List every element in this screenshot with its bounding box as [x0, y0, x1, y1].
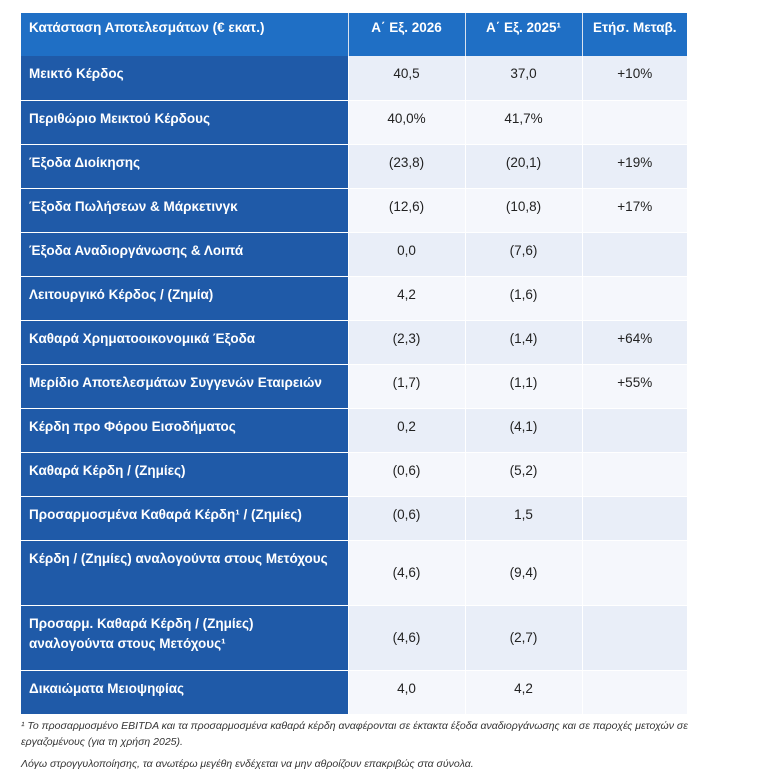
row-label: Καθαρά Χρηματοοικονομικά Έξοδα	[21, 320, 348, 365]
footnote-adjusted-definitions: ¹ Το προσαρμοσμένο EBITDA και τα προσαρμ…	[21, 720, 688, 748]
value-h1-2025: 1,5	[464, 496, 582, 541]
footnote-rounding: Λόγω στρογγυλοποίησης, τα ανωτέρω μεγέθη…	[21, 758, 474, 770]
row-label: Κέρδη προ Φόρου Εισοδήματος	[21, 408, 348, 453]
table-row: Προσαρμοσμένα Καθαρά Κέρδη¹ / (Ζημίες) (…	[21, 496, 687, 541]
value-h1-2026: (4,6)	[347, 605, 465, 671]
header-h1-2026: Α΄ Εξ. 2026	[347, 13, 465, 56]
row-label: Λειτουργικό Κέρδος / (Ζημία)	[21, 276, 348, 321]
row-label: Έξοδα Αναδιοργάνωσης & Λοιπά	[21, 232, 348, 277]
value-yoy-change	[581, 540, 687, 606]
income-statement-table: Κατάσταση Αποτελεσμάτων (€ εκατ.) Α΄ Εξ.…	[21, 13, 687, 715]
value-yoy-change	[581, 670, 687, 715]
value-h1-2025: (9,4)	[464, 540, 582, 606]
row-label: Καθαρά Κέρδη / (Ζημίες)	[21, 452, 348, 497]
row-label: Περιθώριο Μεικτού Κέρδους	[21, 100, 348, 145]
header-statement: Κατάσταση Αποτελεσμάτων (€ εκατ.)	[21, 13, 348, 56]
value-h1-2025: (7,6)	[464, 232, 582, 277]
row-label: Έξοδα Διοίκησης	[21, 144, 348, 189]
table-row: Κέρδη / (Ζημίες) αναλογούντα στους Μετόχ…	[21, 540, 687, 606]
value-h1-2025: (1,1)	[464, 364, 582, 409]
value-yoy-change: +17%	[581, 188, 687, 233]
value-h1-2026: (2,3)	[347, 320, 465, 365]
value-yoy-change	[581, 605, 687, 671]
row-label: Κέρδη / (Ζημίες) αναλογούντα στους Μετόχ…	[21, 540, 348, 606]
table-header-row: Κατάσταση Αποτελεσμάτων (€ εκατ.) Α΄ Εξ.…	[21, 13, 687, 56]
value-h1-2025: (1,6)	[464, 276, 582, 321]
value-yoy-change	[581, 496, 687, 541]
table-row: Έξοδα Αναδιοργάνωσης & Λοιπά 0,0 (7,6)	[21, 232, 687, 277]
value-h1-2026: 4,0	[347, 670, 465, 715]
row-label: Δικαιώματα Μειοψηφίας	[21, 670, 348, 715]
value-h1-2025: (5,2)	[464, 452, 582, 497]
value-yoy-change	[581, 232, 687, 277]
table-row: Δικαιώματα Μειοψηφίας 4,0 4,2	[21, 670, 687, 715]
row-label: Προσαρμ. Καθαρά Κέρδη / (Ζημίες) αναλογο…	[21, 605, 348, 671]
value-yoy-change	[581, 276, 687, 321]
table-row: Καθαρά Χρηματοοικονομικά Έξοδα (2,3) (1,…	[21, 320, 687, 365]
value-yoy-change	[581, 452, 687, 497]
value-h1-2025: (20,1)	[464, 144, 582, 189]
table-row: Λειτουργικό Κέρδος / (Ζημία) 4,2 (1,6)	[21, 276, 687, 321]
value-h1-2025: (10,8)	[464, 188, 582, 233]
value-yoy-change: +64%	[581, 320, 687, 365]
value-h1-2025: (4,1)	[464, 408, 582, 453]
value-h1-2025: 41,7%	[464, 100, 582, 145]
row-label: Έξοδα Πωλήσεων & Μάρκετινγκ	[21, 188, 348, 233]
value-h1-2026: 0,2	[347, 408, 465, 453]
header-yoy-change: Ετήσ. Μεταβ.	[581, 13, 687, 56]
row-label: Μεικτό Κέρδος	[21, 56, 348, 101]
value-yoy-change: +10%	[581, 56, 687, 101]
row-label: Προσαρμοσμένα Καθαρά Κέρδη¹ / (Ζημίες)	[21, 496, 348, 541]
value-h1-2026: (0,6)	[347, 452, 465, 497]
value-h1-2025: (2,7)	[464, 605, 582, 671]
value-h1-2026: (0,6)	[347, 496, 465, 541]
value-h1-2026: (12,6)	[347, 188, 465, 233]
value-h1-2025: 37,0	[464, 56, 582, 101]
value-yoy-change: +55%	[581, 364, 687, 409]
value-h1-2025: 4,2	[464, 670, 582, 715]
table-row: Περιθώριο Μεικτού Κέρδους 40,0% 41,7%	[21, 100, 687, 145]
table-row: Έξοδα Διοίκησης (23,8) (20,1) +19%	[21, 144, 687, 189]
value-h1-2026: 0,0	[347, 232, 465, 277]
value-yoy-change: +19%	[581, 144, 687, 189]
table-row: Έξοδα Πωλήσεων & Μάρκετινγκ (12,6) (10,8…	[21, 188, 687, 233]
value-yoy-change	[581, 408, 687, 453]
value-yoy-change	[581, 100, 687, 145]
table-row: Καθαρά Κέρδη / (Ζημίες) (0,6) (5,2)	[21, 452, 687, 497]
value-h1-2025: (1,4)	[464, 320, 582, 365]
value-h1-2026: 4,2	[347, 276, 465, 321]
value-h1-2026: (1,7)	[347, 364, 465, 409]
table-row: Μεικτό Κέρδος 40,5 37,0 +10%	[21, 56, 687, 101]
table-row: Προσαρμ. Καθαρά Κέρδη / (Ζημίες) αναλογο…	[21, 605, 687, 671]
value-h1-2026: 40,5	[347, 56, 465, 101]
table-row: Μερίδιο Αποτελεσμάτων Συγγενών Εταιρειών…	[21, 364, 687, 409]
header-h1-2025: Α΄ Εξ. 2025¹	[464, 13, 582, 56]
table-row: Κέρδη προ Φόρου Εισοδήματος 0,2 (4,1)	[21, 408, 687, 453]
value-h1-2026: (23,8)	[347, 144, 465, 189]
value-h1-2026: (4,6)	[347, 540, 465, 606]
value-h1-2026: 40,0%	[347, 100, 465, 145]
row-label: Μερίδιο Αποτελεσμάτων Συγγενών Εταιρειών	[21, 364, 348, 409]
